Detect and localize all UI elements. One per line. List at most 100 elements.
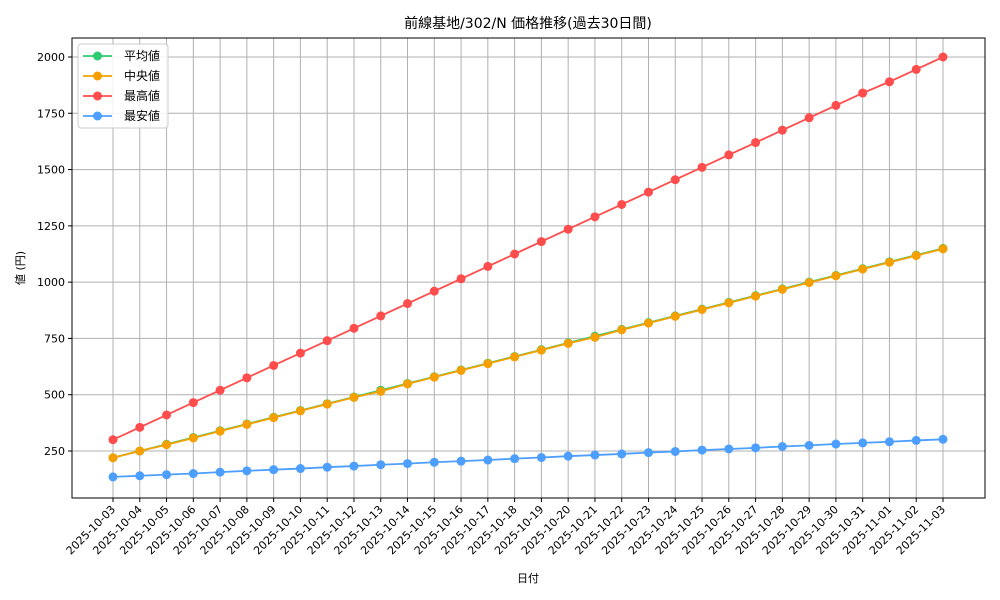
series-line: [108, 434, 948, 482]
data-point: [135, 446, 145, 456]
data-point: [536, 345, 546, 355]
data-point: [242, 466, 252, 476]
data-point: [510, 249, 520, 259]
data-point: [349, 392, 359, 402]
data-point: [911, 64, 921, 74]
data-point: [108, 472, 118, 482]
data-point: [804, 113, 814, 123]
data-point: [269, 413, 279, 423]
y-tick-label: 1500: [37, 164, 65, 177]
data-point: [643, 448, 653, 458]
legend-label: 中央値: [124, 68, 160, 83]
legend-marker-icon: [93, 71, 102, 81]
data-point: [162, 440, 172, 450]
data-point: [295, 348, 305, 358]
y-tick-label: 250: [44, 445, 65, 458]
data-point: [911, 251, 921, 261]
data-point: [938, 434, 948, 444]
data-point: [295, 464, 305, 474]
legend-item: 最安値: [83, 108, 160, 123]
y-axis-label: 値 (円): [14, 251, 27, 285]
legend-marker-icon: [93, 51, 102, 61]
legend-marker-icon: [93, 91, 102, 101]
data-point: [938, 244, 948, 254]
data-point: [858, 88, 868, 98]
data-point: [831, 271, 841, 281]
data-point: [510, 352, 520, 362]
data-point: [617, 199, 627, 209]
data-point: [376, 386, 386, 396]
data-point: [858, 438, 868, 448]
data-point: [403, 459, 413, 469]
y-tick-label: 750: [44, 332, 65, 345]
data-point: [831, 100, 841, 110]
data-point: [215, 385, 225, 395]
data-point: [884, 437, 894, 447]
data-point: [456, 365, 466, 375]
data-point: [536, 237, 546, 247]
data-point: [242, 419, 252, 429]
data-point: [643, 318, 653, 328]
chart-title: 前線基地/302/N 価格推移(過去30日間): [404, 15, 652, 32]
data-point: [804, 278, 814, 288]
data-point: [429, 372, 439, 382]
data-point: [536, 453, 546, 463]
legend-label: 最安値: [124, 108, 160, 123]
y-tick-label: 500: [44, 389, 65, 402]
data-point: [724, 444, 734, 454]
data-point: [751, 291, 761, 301]
legend-label: 最高値: [124, 88, 160, 103]
data-point: [510, 454, 520, 464]
data-point: [429, 286, 439, 296]
legend-label: 平均値: [124, 48, 160, 63]
data-point: [911, 435, 921, 445]
data-point: [483, 455, 493, 465]
data-point: [322, 336, 332, 346]
data-point: [188, 433, 198, 443]
legend-item: 平均値: [83, 48, 160, 63]
data-point: [590, 332, 600, 342]
data-point: [831, 439, 841, 449]
legend-box: [77, 43, 169, 129]
y-tick-label: 1750: [37, 107, 65, 120]
data-point: [777, 284, 787, 294]
data-point: [135, 471, 145, 481]
plot-area-frame: [71, 37, 986, 499]
data-point: [697, 162, 707, 172]
data-point: [322, 399, 332, 409]
data-point: [215, 426, 225, 436]
data-point: [269, 360, 279, 370]
series-line: [108, 52, 948, 445]
data-point: [617, 325, 627, 335]
data-point: [724, 298, 734, 308]
data-point: [376, 311, 386, 321]
data-point: [403, 299, 413, 309]
data-point: [108, 435, 118, 445]
y-tick-label: 1250: [37, 220, 65, 233]
data-point: [884, 257, 894, 267]
data-point: [162, 470, 172, 480]
data-point: [751, 138, 761, 148]
legend-marker-icon: [93, 111, 102, 121]
data-point: [135, 422, 145, 432]
data-point: [724, 150, 734, 160]
data-point: [376, 460, 386, 470]
legend-item: 最高値: [83, 88, 160, 103]
series-group: [108, 52, 948, 482]
data-point: [563, 338, 573, 348]
data-point: [108, 453, 118, 463]
data-point: [590, 212, 600, 222]
data-point: [858, 264, 868, 274]
data-point: [670, 175, 680, 185]
data-point: [777, 125, 787, 135]
legend-item: 中央値: [83, 68, 160, 83]
data-point: [697, 445, 707, 455]
data-point: [456, 274, 466, 284]
data-point: [884, 77, 894, 87]
data-point: [697, 305, 707, 315]
data-point: [804, 440, 814, 450]
data-point: [429, 457, 439, 467]
data-point: [349, 461, 359, 471]
x-axis-label: 日付: [517, 572, 539, 585]
